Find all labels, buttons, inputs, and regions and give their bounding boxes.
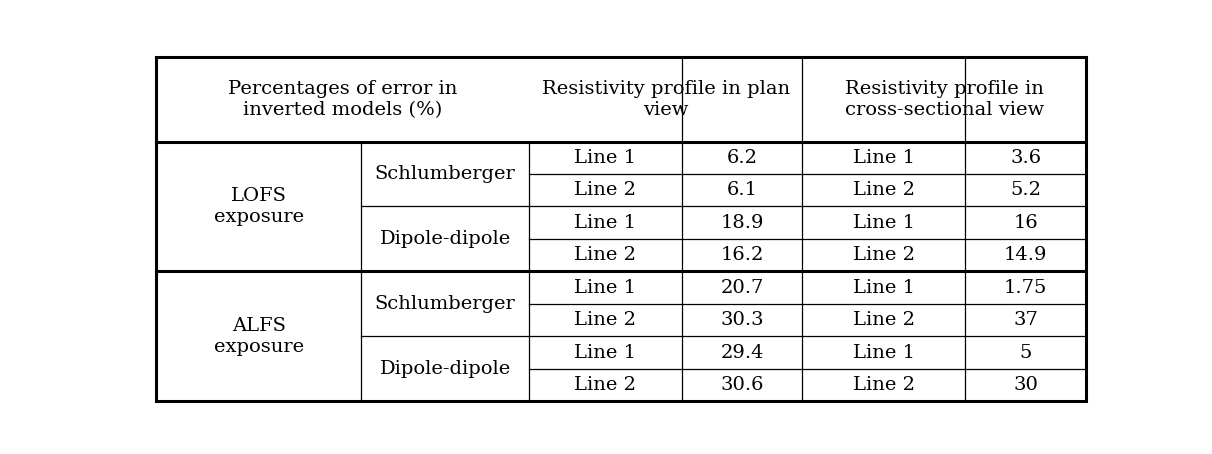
Text: Line 1: Line 1 [574, 149, 636, 167]
Text: Dipole-dipole: Dipole-dipole [379, 230, 510, 248]
Text: Percentages of error in
inverted models (%): Percentages of error in inverted models … [228, 80, 457, 119]
Text: Line 2: Line 2 [574, 181, 636, 199]
Text: Line 2: Line 2 [853, 376, 915, 394]
Text: Dipole-dipole: Dipole-dipole [379, 360, 510, 378]
Text: Resistivity profile in plan
view: Resistivity profile in plan view [542, 80, 790, 119]
Text: 30: 30 [1013, 376, 1039, 394]
Text: Line 1: Line 1 [853, 149, 915, 167]
Text: 5.2: 5.2 [1010, 181, 1041, 199]
Text: Line 2: Line 2 [574, 311, 636, 329]
Text: 30.6: 30.6 [720, 376, 764, 394]
Text: 20.7: 20.7 [720, 279, 764, 296]
Text: Line 2: Line 2 [853, 311, 915, 329]
Text: Schlumberger: Schlumberger [375, 295, 515, 313]
Text: 3.6: 3.6 [1010, 149, 1041, 167]
Text: Line 1: Line 1 [853, 344, 915, 361]
Text: 29.4: 29.4 [720, 344, 764, 361]
Text: Schlumberger: Schlumberger [375, 165, 515, 183]
Text: 6.2: 6.2 [726, 149, 758, 167]
Text: 5: 5 [1019, 344, 1031, 361]
Text: 37: 37 [1013, 311, 1039, 329]
Text: LOFS
exposure: LOFS exposure [213, 187, 304, 226]
Text: Line 1: Line 1 [574, 279, 636, 296]
Text: 30.3: 30.3 [720, 311, 764, 329]
Text: Line 2: Line 2 [853, 181, 915, 199]
Text: Line 1: Line 1 [853, 279, 915, 296]
Text: ALFS
exposure: ALFS exposure [213, 317, 304, 356]
Text: 6.1: 6.1 [726, 181, 758, 199]
Text: 18.9: 18.9 [720, 214, 764, 232]
Text: Line 1: Line 1 [574, 344, 636, 361]
Text: 1.75: 1.75 [1004, 279, 1047, 296]
Text: Line 2: Line 2 [574, 376, 636, 394]
Text: 16: 16 [1013, 214, 1037, 232]
Text: Line 1: Line 1 [853, 214, 915, 232]
Text: 16.2: 16.2 [720, 246, 764, 264]
Text: 14.9: 14.9 [1004, 246, 1047, 264]
Text: Line 1: Line 1 [574, 214, 636, 232]
Text: Line 2: Line 2 [574, 246, 636, 264]
Text: Line 2: Line 2 [853, 246, 915, 264]
Text: Resistivity profile in
cross-sectional view: Resistivity profile in cross-sectional v… [845, 80, 1044, 119]
